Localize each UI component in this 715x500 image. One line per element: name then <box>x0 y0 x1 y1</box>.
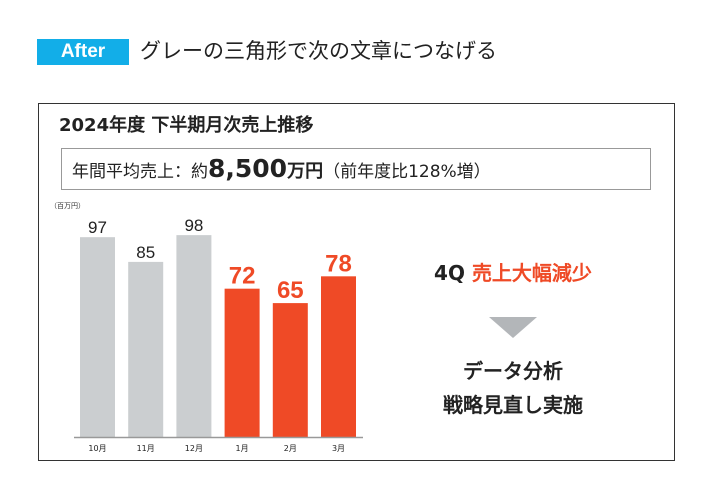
conclusion: データ分析 戦略見直し実施 <box>400 354 626 422</box>
x-tick-label: 1月 <box>236 444 249 453</box>
summary-label: 年間平均売上：約 <box>72 162 208 182</box>
summary-unit: 万円 <box>287 161 324 182</box>
bar-3 <box>176 235 212 437</box>
data-label: 97 <box>88 218 107 237</box>
bar-2 <box>128 261 164 437</box>
bar-5 <box>272 303 308 437</box>
down-triangle-icon <box>489 317 537 338</box>
data-label: 98 <box>184 216 203 235</box>
data-label: 72 <box>229 263 256 290</box>
conclusion-line2: 戦略見直し実施 <box>443 393 583 417</box>
data-label: 85 <box>136 243 155 262</box>
summary-value: 8,500 <box>208 154 288 183</box>
summary-box: 年間平均売上：約8,500万円（前年度比128%増） <box>61 148 651 190</box>
message-prefix: 4Q <box>434 261 472 285</box>
message: 4Q 売上大幅減少 <box>400 258 626 288</box>
chart-title: 2024年度 下半期月次売上推移 <box>59 115 314 136</box>
conclusion-line1: データ分析 <box>463 359 563 383</box>
x-tick-label: 2月 <box>284 444 297 453</box>
bar-6 <box>321 276 356 437</box>
after-badge: After <box>37 39 129 65</box>
slide-card <box>38 103 675 461</box>
unit-label: （百万円） <box>50 202 85 210</box>
data-label: 78 <box>325 250 352 277</box>
bar-4 <box>224 288 260 437</box>
x-tick-label: 3月 <box>332 444 345 453</box>
bar-1 <box>80 237 115 437</box>
x-tick-label: 11月 <box>137 444 155 453</box>
message-accent: 売上大幅減少 <box>471 261 592 285</box>
x-tick-label: 10月 <box>88 444 106 453</box>
summary-note: （前年度比128%増） <box>323 162 491 182</box>
x-tick-label: 12月 <box>185 444 203 453</box>
headline: グレーの三角形で次の文章につなげる <box>140 39 497 63</box>
data-label: 65 <box>277 277 304 304</box>
